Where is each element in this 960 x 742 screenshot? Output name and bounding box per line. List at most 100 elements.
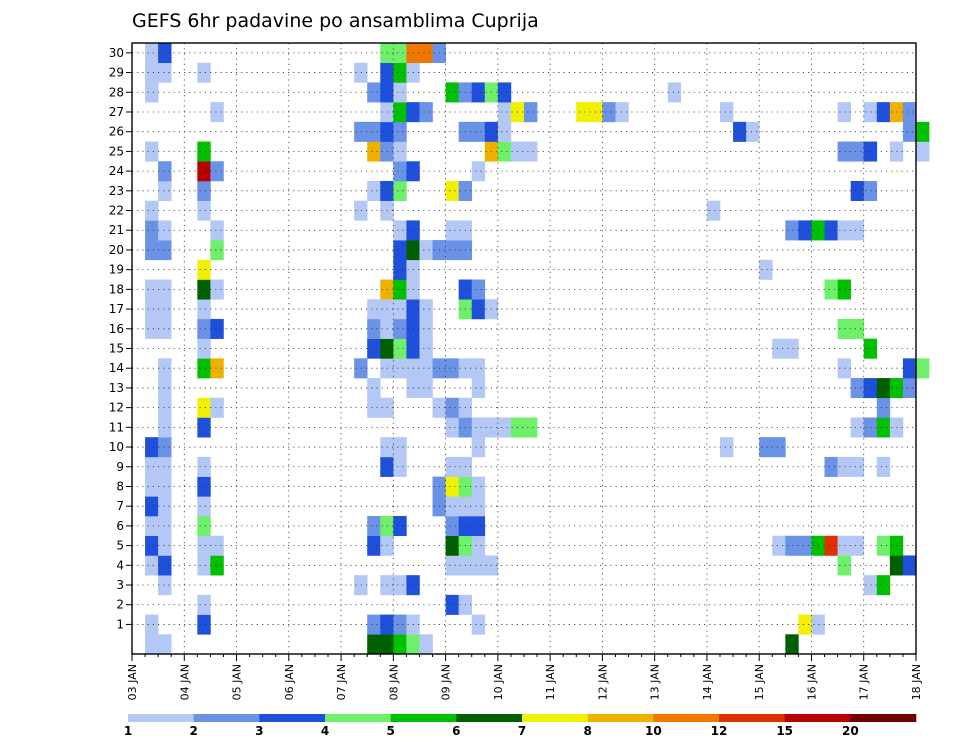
precip-cell xyxy=(197,476,211,497)
precip-cell xyxy=(759,259,773,280)
precip-cell xyxy=(850,220,865,241)
precip-cell xyxy=(367,397,381,418)
precip-cell xyxy=(759,437,773,458)
precip-cell xyxy=(145,496,159,517)
precip-cell xyxy=(197,200,211,221)
precip-cell xyxy=(916,358,930,379)
x-tick-label: 13 JAN xyxy=(649,664,662,700)
y-tick-label: 5 xyxy=(116,539,124,553)
precip-cell xyxy=(706,200,721,221)
precip-cell xyxy=(367,535,381,556)
colorbar-swatch xyxy=(719,714,785,722)
precip-cell xyxy=(471,476,486,497)
x-tick-label: 15 JAN xyxy=(753,664,766,700)
precip-cell xyxy=(524,417,538,438)
precip-cell xyxy=(837,279,851,300)
precip-cell xyxy=(445,397,459,418)
y-tick-label: 4 xyxy=(116,558,124,572)
precip-cell xyxy=(393,614,407,635)
precip-cell xyxy=(393,634,407,655)
y-tick-label: 11 xyxy=(109,420,124,434)
precip-cell xyxy=(210,555,224,576)
colorbar-label: 2 xyxy=(189,724,197,738)
precip-cell xyxy=(158,575,172,596)
precip-cell xyxy=(158,299,172,320)
precip-cell xyxy=(471,378,486,399)
precip-cell xyxy=(158,378,172,399)
precip-cell xyxy=(158,358,172,379)
precip-cell xyxy=(158,456,172,477)
colorbar-swatch xyxy=(587,714,654,722)
x-tick-label: 14 JAN xyxy=(701,664,714,700)
precip-cell xyxy=(393,437,407,458)
y-tick-label: 12 xyxy=(109,401,124,415)
colorbar-swatch xyxy=(390,714,457,722)
x-tick-label: 12 JAN xyxy=(596,664,609,700)
colorbar-label: 20 xyxy=(842,724,859,738)
colorbar-swatch xyxy=(784,714,851,722)
colorbar-swatch xyxy=(522,714,588,722)
precip-cell xyxy=(158,220,172,241)
precip-cell xyxy=(445,496,459,517)
precip-cell xyxy=(197,299,211,320)
precip-cell xyxy=(367,180,381,201)
y-tick-label: 9 xyxy=(116,460,124,474)
y-tick-label: 14 xyxy=(109,361,124,375)
precip-cell xyxy=(197,496,211,517)
precip-cell xyxy=(746,121,760,142)
precip-cell xyxy=(145,555,159,576)
y-axis-ticks: 1234567891011121314151617181920212223242… xyxy=(109,46,132,631)
precip-cell xyxy=(393,279,407,300)
precip-cell xyxy=(733,121,747,142)
y-tick-label: 22 xyxy=(109,204,124,218)
y-tick-label: 23 xyxy=(109,184,124,198)
precip-cell xyxy=(145,516,159,537)
precip-cell xyxy=(720,437,734,458)
colorbar-label: 8 xyxy=(583,724,591,738)
precip-cell xyxy=(367,141,381,162)
precip-cell xyxy=(197,614,211,635)
precip-cell xyxy=(876,378,891,399)
precip-cell xyxy=(876,575,891,596)
precip-cell xyxy=(210,161,224,182)
precip-cell xyxy=(197,141,211,162)
precip-cell xyxy=(811,614,825,635)
precip-cell xyxy=(158,634,172,655)
precip-cell xyxy=(811,535,825,556)
colorbar: 1 2 3 4 5 6 7 8 10 12 15 20 xyxy=(124,714,917,738)
precip-cell xyxy=(145,220,159,241)
precip-cell xyxy=(158,240,172,261)
x-tick-label: 05 JAN xyxy=(231,664,244,700)
precip-cell xyxy=(393,62,407,83)
precip-cell xyxy=(589,102,603,123)
precip-cell xyxy=(824,456,838,477)
colorbar-label: 4 xyxy=(321,724,329,738)
y-tick-label: 8 xyxy=(116,479,124,493)
x-tick-label: 04 JAN xyxy=(178,664,191,700)
precip-cell xyxy=(210,279,224,300)
precip-cell xyxy=(837,141,851,162)
y-tick-label: 19 xyxy=(109,263,124,277)
precip-cell xyxy=(876,456,891,477)
colorbar-label: 7 xyxy=(518,724,526,738)
x-tick-label: 09 JAN xyxy=(440,664,453,700)
colorbar-label: 12 xyxy=(711,724,728,738)
x-tick-label: 11 JAN xyxy=(544,664,557,700)
precip-cell xyxy=(210,240,224,261)
precip-cell xyxy=(445,82,459,103)
precip-cell xyxy=(497,82,512,103)
precip-cell xyxy=(837,220,851,241)
precip-cell xyxy=(471,82,486,103)
y-tick-label: 16 xyxy=(109,322,124,336)
precip-cell xyxy=(850,417,865,438)
precip-cell xyxy=(210,358,224,379)
precip-cell xyxy=(419,358,433,379)
precip-cell xyxy=(902,102,917,123)
precip-cell xyxy=(197,417,211,438)
precip-cell xyxy=(393,141,407,162)
precip-cell xyxy=(393,318,407,339)
precip-cell xyxy=(471,555,486,576)
precip-cell xyxy=(445,476,459,497)
precip-cell xyxy=(824,279,838,300)
